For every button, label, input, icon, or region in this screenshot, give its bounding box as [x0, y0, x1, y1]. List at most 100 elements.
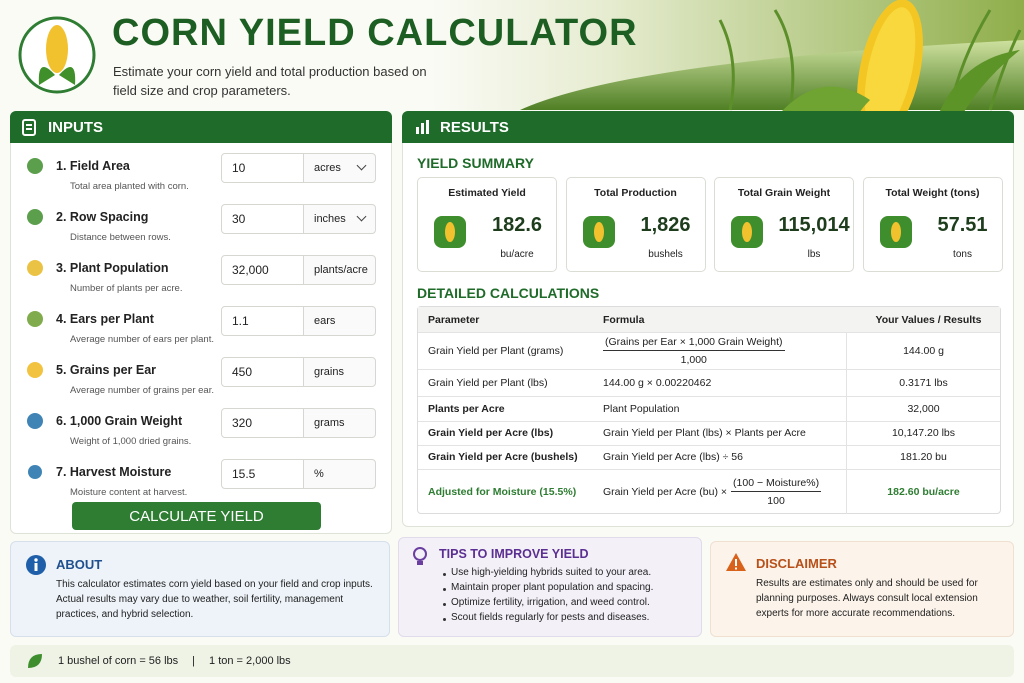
field-input[interactable]: 320 — [221, 408, 304, 438]
field-help: Total area planted with corn. — [70, 181, 189, 192]
table-header-bg — [418, 307, 1000, 332]
row-divider — [418, 396, 1000, 397]
formula: Grain Yield per Plant (lbs) × Plants per… — [593, 421, 846, 445]
unit-text: % — [314, 468, 324, 480]
card-label: Total Production — [594, 187, 677, 199]
details-table: Parameter Formula Your Values / Results Gra… — [417, 306, 1001, 514]
parameter: Grain Yield per Plant (lbs) — [428, 376, 548, 389]
field-icon — [24, 206, 46, 228]
calculate-button[interactable]: CALCULATE YIELD — [72, 502, 321, 530]
unit-text: grams — [314, 417, 345, 429]
parameter: Grain Yield per Acre (bushels) — [428, 451, 578, 463]
field-help: Moisture content at harvest. — [70, 487, 188, 498]
card-icon — [430, 208, 470, 252]
logo — [18, 16, 96, 94]
field-label: 3. Plant Population — [56, 261, 169, 275]
summary-card: Total Weight (tons) 57.51 tons — [862, 177, 1003, 272]
field-label: 6. 1,000 Grain Weight — [56, 414, 183, 428]
parameter: Adjusted for Moisture (15.5%) — [428, 485, 577, 498]
card-icon — [876, 208, 916, 252]
unit-select[interactable]: acres — [303, 153, 376, 183]
field-input[interactable]: 30 — [221, 204, 304, 234]
field-label: 7. Harvest Moisture — [56, 465, 172, 479]
card-unit: bu/acre — [500, 249, 534, 260]
field-label: 5. Grains per Ear — [56, 363, 157, 377]
field-input[interactable]: 15.5 — [221, 459, 304, 489]
footer-item: 1 ton = 2,000 lbs — [209, 655, 291, 667]
unit-select[interactable]: inches — [303, 204, 376, 234]
formula: Grain Yield per Acre (bu) × (100 − Moistu… — [593, 469, 846, 514]
result: 144.00 g — [903, 344, 944, 357]
card-label: Total Grain Weight — [737, 187, 831, 199]
results-title: RESULTS — [440, 118, 509, 136]
column-header: Formula — [603, 313, 645, 326]
tip-bullet — [443, 603, 446, 606]
card-label: Estimated Yield — [448, 187, 526, 199]
about-box: ABOUT This calculator estimates corn yie… — [10, 541, 390, 637]
unit-text: acres — [314, 162, 341, 174]
formula-text: Grain Yield per Acre (lbs) ÷ 56 — [603, 451, 743, 463]
subtitle: Estimate your corn yield and total produ… — [113, 64, 427, 98]
col-divider — [846, 469, 847, 514]
field-help: Number of plants per acre. — [70, 283, 183, 294]
unit-text: inches — [314, 213, 346, 225]
field-input[interactable]: 450 — [221, 357, 304, 387]
field-icon — [24, 308, 46, 330]
about-text: This calculator estimates corn yield bas… — [56, 579, 373, 620]
row-divider — [418, 369, 1000, 370]
parameter: Plants per Acre — [428, 402, 505, 415]
tip-item: Maintain proper plant population and spa… — [451, 582, 654, 593]
warning-icon — [726, 553, 746, 571]
formula-text: 144.00 g × 0.00220462 — [603, 376, 712, 389]
col-divider — [846, 445, 847, 469]
field-label: 1. Field Area — [56, 159, 130, 173]
field-help: Average number of grains per ear. — [70, 385, 214, 396]
field-icon — [24, 257, 46, 279]
numerator: (100 − Moisture%) — [731, 477, 822, 492]
button-label: CALCULATE YIELD — [129, 507, 264, 525]
details-title: DETAILED CALCULATIONS — [417, 285, 600, 301]
footer-item: | — [192, 655, 196, 667]
tip-item: Scout fields regularly for pests and dis… — [451, 612, 650, 623]
col-divider — [846, 369, 847, 396]
col-divider — [846, 396, 847, 421]
summary-title: YIELD SUMMARY — [417, 155, 534, 171]
about-title: ABOUT — [56, 557, 103, 572]
fraction: (100 − Moisture%) 100 — [731, 477, 822, 507]
field-icon — [24, 155, 46, 177]
field-help: Distance between rows. — [70, 232, 171, 243]
input-value: 450 — [232, 365, 253, 379]
card-value: 115,014 — [778, 214, 850, 236]
result: 181.20 bu — [900, 451, 947, 463]
summary-card: Estimated Yield 182.6 bu/acre — [417, 177, 557, 272]
formula: 144.00 g × 0.00220462 — [593, 369, 846, 396]
footer: 1 bushel of corn = 56 lbs | 1 ton = 2,000 … — [10, 645, 1014, 677]
summary-card: Total Production 1,826 bushels — [565, 177, 706, 272]
unit-label: ears — [303, 306, 376, 336]
formula-text: Plant Population — [603, 402, 680, 415]
denominator: 100 — [767, 494, 785, 507]
card-icon — [579, 208, 619, 252]
field-input[interactable]: 1.1 — [221, 306, 304, 336]
unit-text: plants/acre — [314, 264, 368, 276]
disclaimer-title: DISCLAIMER — [756, 556, 837, 571]
tip-item: Use high-yielding hybrids suited to your… — [451, 567, 652, 578]
field-input[interactable]: 32,000 — [221, 255, 304, 285]
footer-item: 1 bushel of corn = 56 lbs — [58, 655, 179, 667]
result: 32,000 — [907, 402, 940, 415]
result: 182.60 bu/acre — [887, 485, 960, 498]
card-value: 57.51 — [937, 214, 988, 236]
fraction: (Grains per Ear × 1,000 Grain Weight) 1,0… — [603, 336, 785, 366]
card-unit: bushels — [648, 249, 683, 260]
tip-bullet — [443, 573, 446, 576]
title: CORN YIELD CALCULATOR — [112, 12, 638, 54]
field-help: Average number of ears per plant. — [70, 334, 214, 345]
summary-card: Total Grain Weight 115,014 lbs — [714, 177, 854, 272]
row-divider — [418, 445, 1000, 446]
column-header: Your Values / Results — [875, 313, 982, 326]
field-input[interactable]: 10 — [221, 153, 304, 183]
column-header: Parameter — [428, 313, 480, 326]
unit-label: grams — [303, 408, 376, 438]
result: 10,147.20 lbs — [891, 427, 956, 439]
